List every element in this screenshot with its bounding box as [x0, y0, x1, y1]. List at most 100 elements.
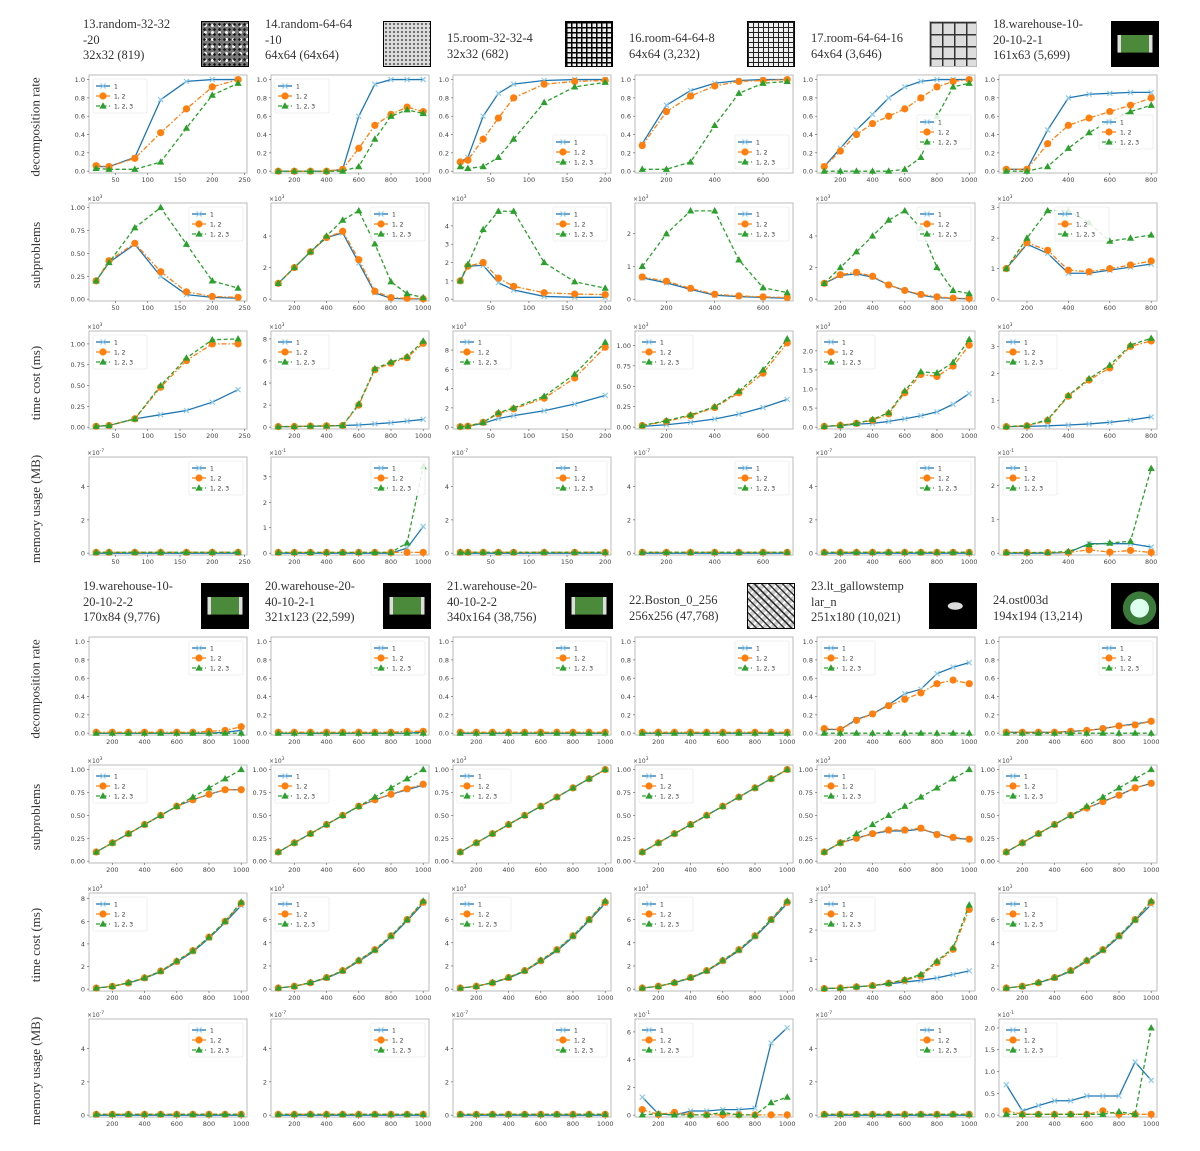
svg-text:0: 0 [445, 296, 449, 304]
legend: 1 1, 2 1, 2, 3 [734, 460, 790, 496]
map-title-19: 19.warehouse-10- 20-10-2-2 170x84 (9,776) [83, 579, 173, 626]
svg-text:400: 400 [320, 558, 332, 566]
svg-text:1, 2, 3: 1, 2, 3 [938, 485, 957, 492]
svg-text:0.50: 0.50 [617, 383, 631, 391]
svg-text:0.6: 0.6 [257, 675, 267, 683]
map-title-line: 40-10-2-1 [265, 594, 315, 609]
svg-text:0.50: 0.50 [617, 812, 631, 820]
svg-text:400: 400 [866, 304, 878, 312]
svg-text:1, 2: 1, 2 [660, 1037, 672, 1044]
svg-text:400: 400 [502, 738, 514, 746]
plot-time-cost-ms-: 0 2 4 6 8 200 400 600 800 1000 ×103 1 1, 2 1, 2, 3 [81, 884, 250, 1002]
svg-text:1, 2, 3: 1, 2, 3 [114, 103, 133, 110]
svg-text:1, 2: 1, 2 [478, 783, 490, 790]
plot-subproblems: 0 2 4 200 400 600 800 1000 ×103 1 1, 2 1, 2, 3 [809, 194, 978, 312]
svg-text:100: 100 [142, 176, 154, 184]
map-title-line: 17.room-64-64-16 [811, 31, 903, 45]
svg-text:0.4: 0.4 [257, 131, 267, 139]
svg-text:1, 2: 1, 2 [756, 655, 768, 662]
legend: 1 1, 2 1, 2, 3 [370, 460, 426, 496]
svg-text:1, 2: 1, 2 [660, 911, 672, 918]
svg-text:100: 100 [142, 432, 154, 440]
svg-text:0.75: 0.75 [253, 789, 267, 797]
svg-text:×103: ×103 [451, 884, 467, 893]
svg-text:600: 600 [1081, 738, 1093, 746]
legend: 1 1, 2 1, 2, 3 [92, 768, 148, 804]
legend: 1 1, 2 1, 2, 3 [638, 896, 694, 932]
svg-text:0.0: 0.0 [75, 730, 85, 738]
svg-text:1: 1 [991, 397, 995, 405]
svg-text:4: 4 [991, 939, 995, 947]
svg-text:0.6: 0.6 [621, 675, 631, 683]
svg-text:800: 800 [385, 738, 397, 746]
plot-subproblems: 0 1 2 200 400 600 ×103 1 1, 2 1, 2, 3 [627, 194, 794, 312]
svg-text:1.0: 1.0 [257, 76, 267, 84]
svg-text:400: 400 [866, 994, 878, 1002]
svg-text:1, 2: 1, 2 [574, 221, 586, 228]
svg-text:1: 1 [1024, 1027, 1028, 1034]
svg-text:3: 3 [991, 343, 995, 351]
svg-text:2: 2 [81, 963, 85, 971]
legend: 1 1, 2 1, 2, 3 [916, 1022, 972, 1058]
svg-text:200: 200 [652, 738, 664, 746]
svg-text:1.0: 1.0 [257, 638, 267, 646]
svg-text:×10-7: ×10-7 [451, 1010, 468, 1019]
svg-text:2: 2 [627, 962, 631, 970]
svg-text:600: 600 [1104, 432, 1116, 440]
svg-text:400: 400 [320, 176, 332, 184]
svg-text:0.8: 0.8 [439, 94, 449, 102]
legend: 1 1, 2 1, 2, 3 [274, 334, 330, 370]
svg-text:4: 4 [627, 483, 631, 491]
svg-text:2: 2 [81, 1078, 85, 1086]
map-title-18: 18.warehouse-10- 20-10-2-1 161x63 (5,699) [993, 17, 1083, 64]
svg-text:0.00: 0.00 [71, 296, 85, 304]
svg-text:×103: ×103 [633, 322, 649, 331]
legend: 1 1, 2 1, 2, 3 [456, 334, 512, 370]
svg-text:1, 2: 1, 2 [1120, 655, 1132, 662]
svg-text:1, 2: 1, 2 [574, 149, 586, 156]
svg-text:1, 2: 1, 2 [1024, 1037, 1036, 1044]
svg-text:1: 1 [574, 139, 578, 146]
svg-text:0.6: 0.6 [439, 675, 449, 683]
svg-text:400: 400 [1048, 738, 1060, 746]
svg-text:2.0: 2.0 [985, 1024, 995, 1032]
svg-text:2: 2 [445, 516, 449, 524]
svg-text:600: 600 [1081, 1120, 1093, 1128]
svg-text:400: 400 [320, 866, 332, 874]
svg-text:1, 2: 1, 2 [842, 655, 854, 662]
svg-text:200: 200 [834, 432, 846, 440]
svg-text:600: 600 [1081, 866, 1093, 874]
map-thumbnail-image [565, 583, 613, 629]
svg-text:×103: ×103 [87, 194, 103, 203]
legend: 1 1, 2 1, 2, 3 [734, 134, 790, 170]
svg-text:1, 2, 3: 1, 2, 3 [392, 665, 411, 672]
map-title-line: 256x256 (47,768) [629, 608, 719, 623]
svg-text:1, 2: 1, 2 [1120, 129, 1132, 136]
svg-text:600: 600 [899, 866, 911, 874]
svg-text:1, 2: 1, 2 [1024, 783, 1036, 790]
svg-text:200: 200 [288, 738, 300, 746]
svg-text:2: 2 [991, 370, 995, 378]
svg-text:0: 0 [263, 424, 267, 432]
svg-text:50: 50 [111, 176, 119, 184]
map-title-line: 20-10-2-2 [83, 594, 133, 609]
svg-text:0.2: 0.2 [985, 711, 995, 719]
svg-text:150: 150 [561, 432, 573, 440]
svg-text:1.5: 1.5 [803, 366, 813, 374]
svg-text:600: 600 [899, 176, 911, 184]
svg-text:200: 200 [288, 558, 300, 566]
svg-text:1000: 1000 [961, 432, 978, 440]
svg-text:0.25: 0.25 [617, 835, 631, 843]
svg-text:400: 400 [684, 994, 696, 1002]
svg-text:600: 600 [899, 304, 911, 312]
svg-text:2.0: 2.0 [803, 347, 813, 355]
svg-text:1, 2, 3: 1, 2, 3 [392, 1047, 411, 1054]
plot-memory-usage-mb-: 0 2 4 50 100 150 200 250 ×10-7 1 1, 2 1, 2, 3 [81, 448, 251, 566]
svg-text:0.0: 0.0 [257, 730, 267, 738]
legend: 1 1, 2 1, 2, 3 [274, 896, 330, 932]
svg-text:0: 0 [627, 986, 631, 994]
svg-text:800: 800 [203, 994, 215, 1002]
svg-text:800: 800 [931, 558, 943, 566]
plot-decomposition-rate: 0.0 0.2 0.4 0.6 0.8 1.0 50 100 150 200 1 1, 2 1, 2, … [439, 74, 612, 184]
